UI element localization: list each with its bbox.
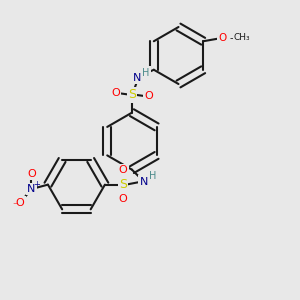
Text: O: O: [111, 88, 120, 98]
Text: O: O: [219, 33, 227, 43]
Text: O: O: [144, 91, 153, 101]
Text: N: N: [133, 73, 142, 83]
Text: CH₃: CH₃: [234, 33, 250, 42]
Text: O: O: [27, 169, 36, 179]
Text: S: S: [128, 88, 136, 101]
Text: O: O: [118, 194, 127, 204]
Text: H: H: [149, 171, 157, 181]
Text: H: H: [142, 68, 149, 78]
Text: N: N: [140, 177, 148, 187]
Text: —: —: [229, 33, 239, 43]
Text: O: O: [118, 165, 127, 175]
Text: O: O: [16, 198, 24, 208]
Text: N: N: [27, 184, 36, 194]
Text: S: S: [119, 178, 127, 191]
Text: +: +: [33, 180, 40, 189]
Text: ⁻: ⁻: [12, 201, 17, 211]
